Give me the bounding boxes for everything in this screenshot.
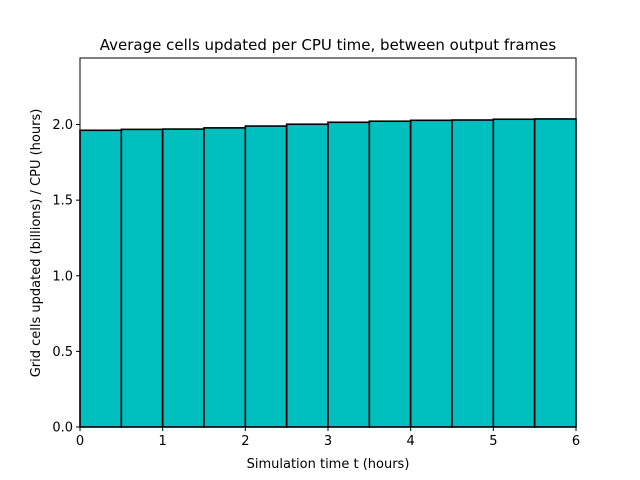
- bar-9: [451, 119, 495, 428]
- chart-title: Average cells updated per CPU time, betw…: [100, 36, 557, 54]
- bar-11: [533, 118, 577, 428]
- y-tick-label: 1.0: [52, 269, 73, 284]
- bars-group: [79, 118, 577, 428]
- bar-6: [327, 121, 371, 428]
- bar-4: [244, 125, 288, 428]
- y-tick-label: 1.5: [52, 194, 73, 209]
- x-tick-label: 4: [407, 434, 415, 449]
- x-axis-label: Simulation time t (hours): [247, 457, 410, 472]
- x-axis-ticks: 0 1 2 3 4 5 6: [76, 427, 580, 449]
- y-tick-label: 0.0: [52, 421, 73, 436]
- y-tick-label: 2.0: [52, 118, 73, 133]
- y-tick-label: 0.5: [52, 345, 73, 360]
- x-tick-label: 1: [159, 434, 167, 449]
- bar-7: [368, 120, 412, 428]
- bar-0: [79, 129, 123, 428]
- bar-3: [203, 127, 247, 428]
- y-axis-label: Grid cells updated (billions) / CPU (hou…: [29, 109, 44, 378]
- bar-1: [120, 128, 164, 428]
- x-tick-label: 5: [489, 434, 497, 449]
- x-tick-label: 2: [241, 434, 249, 449]
- bar-5: [285, 123, 329, 428]
- bar-2: [161, 128, 205, 428]
- bar-10: [492, 118, 536, 428]
- bar-8: [409, 119, 453, 428]
- y-axis-ticks: 0.0 0.5 1.0 1.5 2.0: [52, 118, 80, 436]
- x-tick-label: 3: [324, 434, 332, 449]
- x-tick-label: 0: [76, 434, 84, 449]
- x-tick-label: 6: [572, 434, 580, 449]
